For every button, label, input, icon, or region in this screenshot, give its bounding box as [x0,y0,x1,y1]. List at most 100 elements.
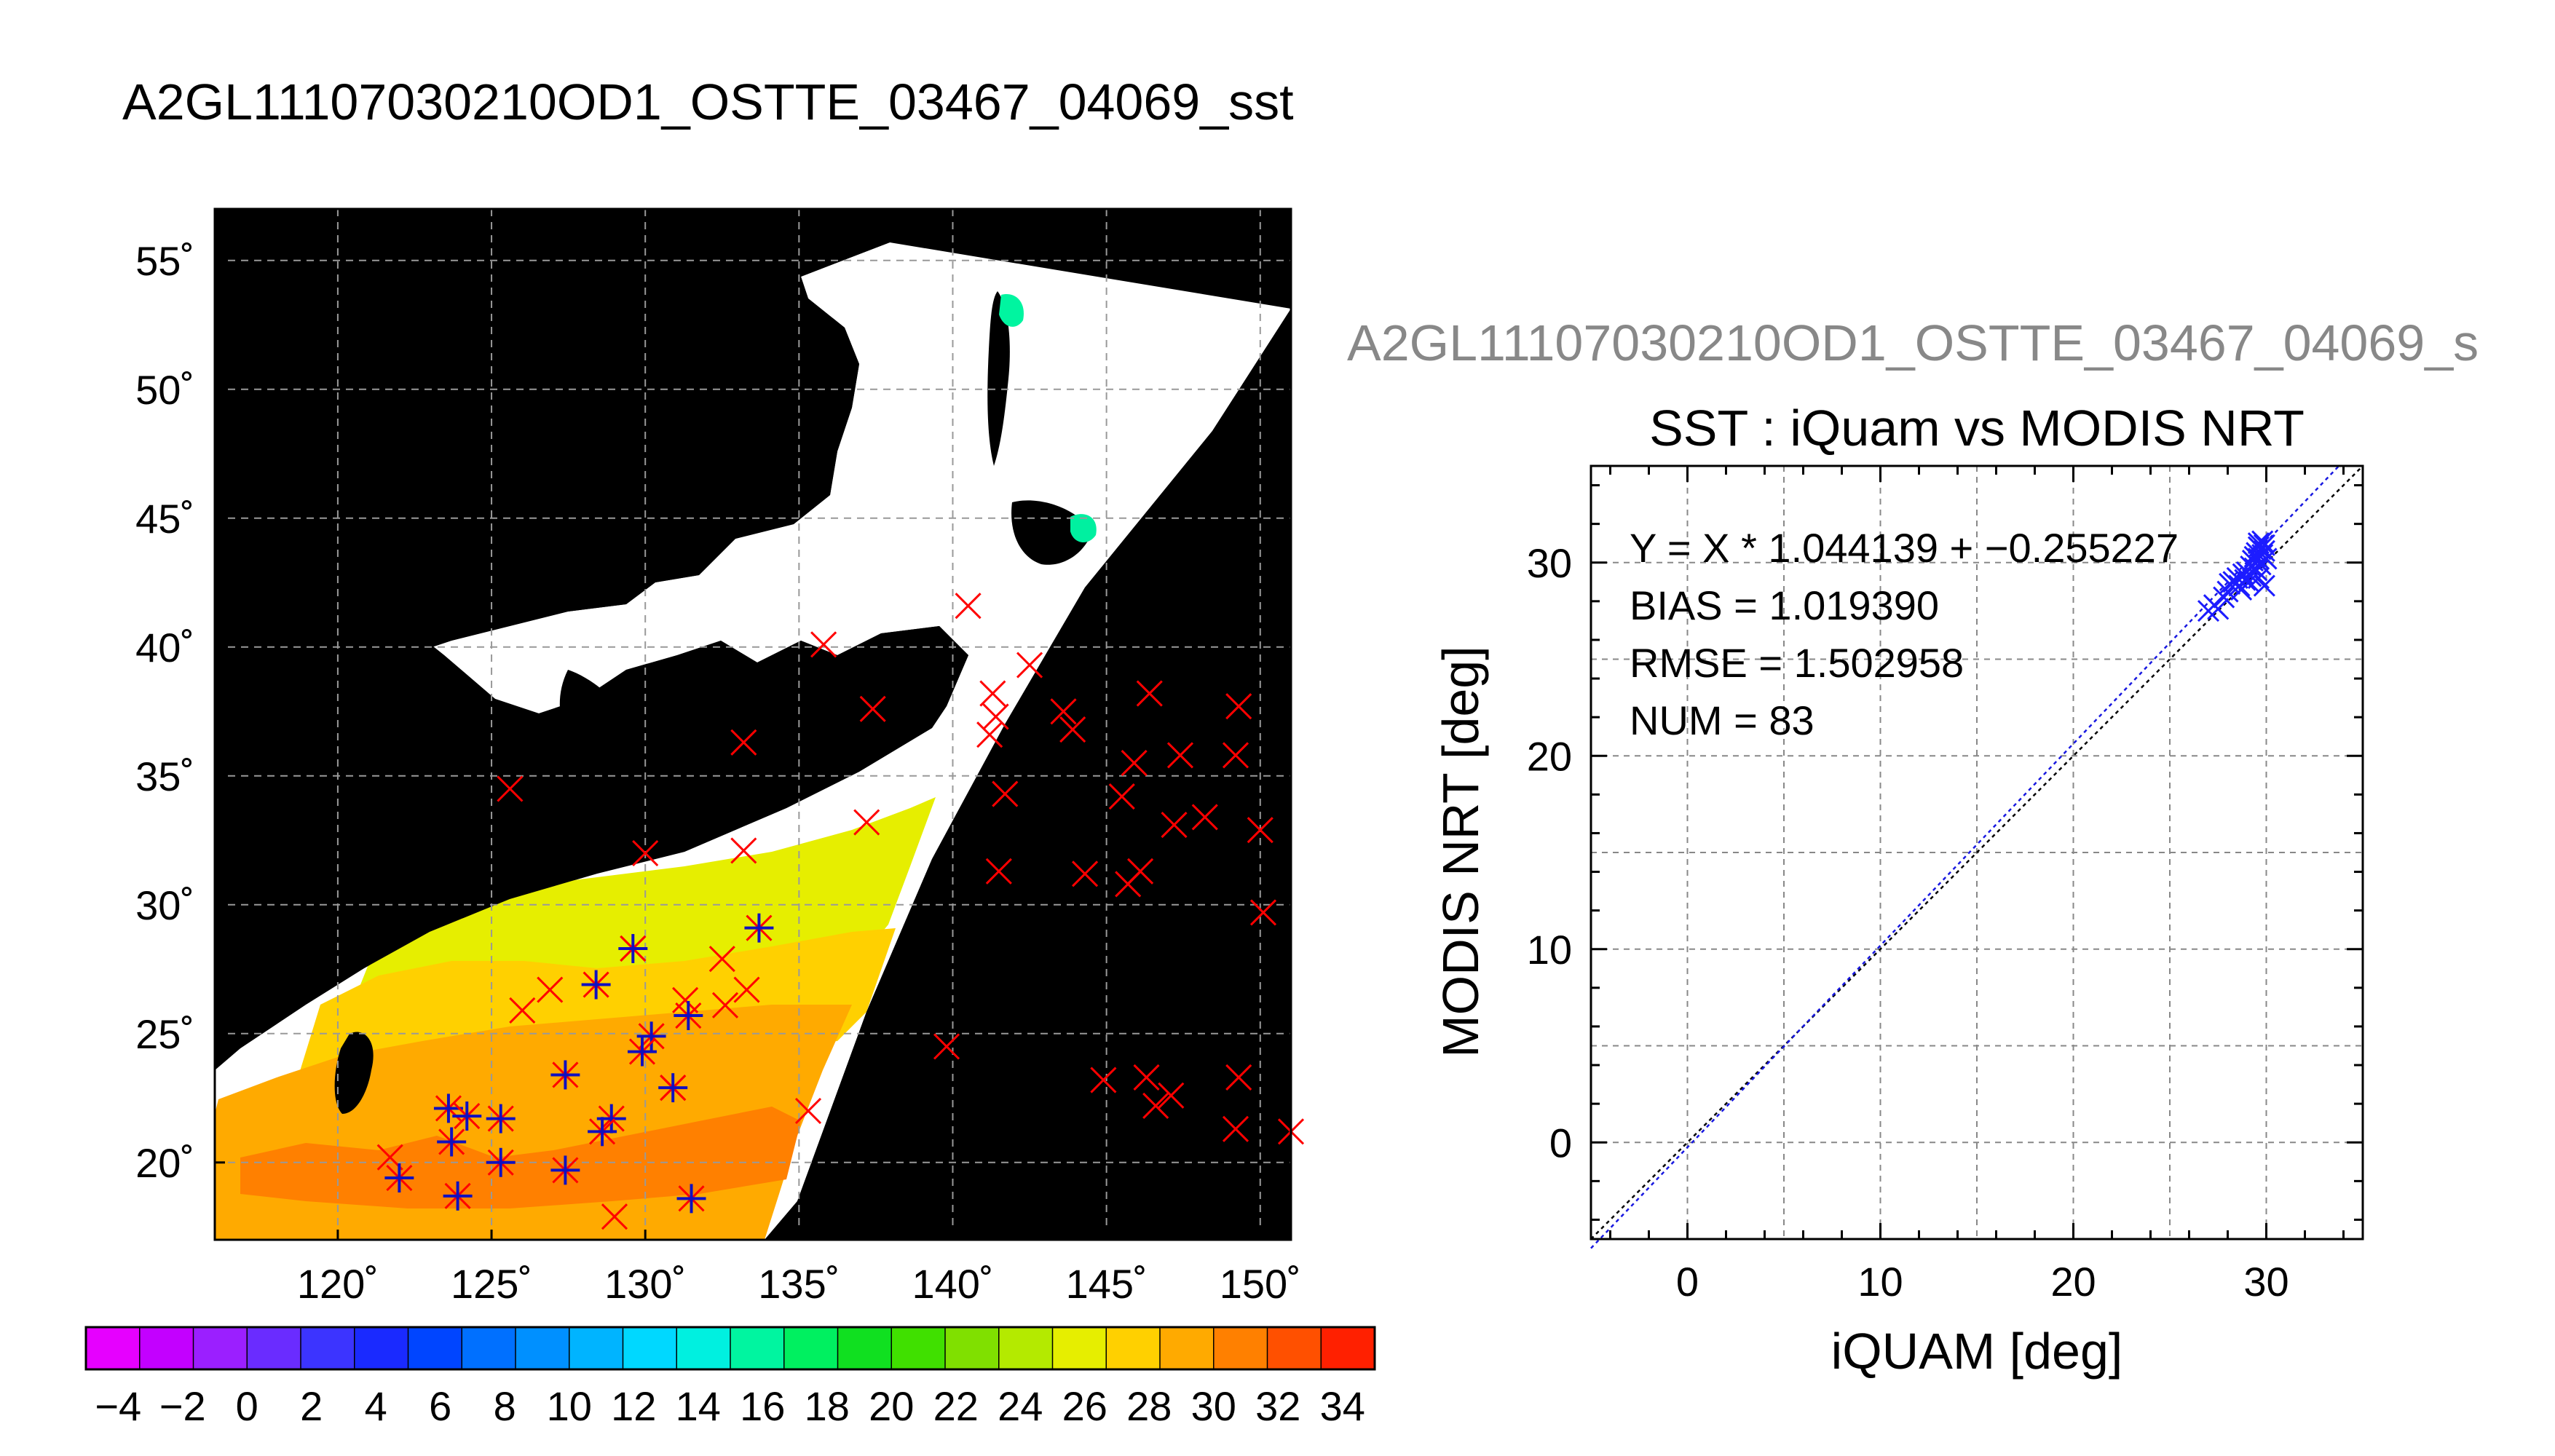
colorbar-tick-label: 2 [300,1383,323,1429]
buoy-marker [992,780,1019,807]
sst-green-patch-2 [999,294,1024,327]
buoy-marker-stroke [1136,680,1163,707]
scatter-point-stroke [2253,534,2275,556]
buoy-marker [1161,811,1188,839]
map-y-tick-label: 35˚ [135,753,194,799]
matched-buoy-marker [486,1147,516,1177]
buoy-marker [1247,817,1273,844]
scatter-x-tick-label: 10 [1857,1259,1903,1305]
scatter-point-stroke [2255,547,2278,570]
colorbar-frame [84,1326,1376,1371]
map-grid [215,209,1291,1240]
buoy-marker [810,631,837,658]
sst-deep-orange-patch [240,1107,801,1208]
map-markers [376,593,1305,1230]
identity-line [1590,465,2364,1240]
map-x-tick-label: 130˚ [604,1261,686,1307]
colorbar-cell [354,1327,408,1369]
colorbar-tick-label: 12 [611,1383,656,1429]
sakhalin-land [987,291,1010,466]
scatter-point [2251,530,2274,553]
matched-buoy-marker [384,1163,414,1193]
scatter-point-stroke [2243,557,2266,579]
colorbar-tick-label: 34 [1320,1383,1365,1429]
buoy-marker-stroke [730,837,757,864]
buoy-marker-stroke [1191,804,1218,831]
buoy-marker-stroke [1166,742,1194,769]
buoy-marker [733,976,760,1003]
map-y-tick-label: 55˚ [135,238,194,284]
scatter-point-stroke [2247,532,2270,555]
map-x-tick-label: 125˚ [451,1261,532,1307]
colorbar-tick-label: −2 [159,1383,206,1429]
buoy-marker-stroke [982,703,1009,730]
matched-buoy-marker [627,1037,657,1067]
buoy-marker [632,839,659,867]
colorbar-tick-label: 20 [869,1383,914,1429]
buoy-marker-stroke [992,780,1019,807]
scatter-point [2213,586,2235,609]
buoy-marker-stroke [1016,652,1043,678]
buoy-marker [730,729,757,756]
buoy-marker [1016,652,1043,678]
buoy-marker [1222,742,1249,769]
scatter-frame [1590,464,2364,1241]
matched-buoy-marker [550,1060,580,1090]
buoy-marker [1166,742,1194,769]
buoy-marker [1249,899,1277,926]
scatter-point [2247,536,2270,558]
buoy-marker-stroke [509,997,536,1024]
scatter-point [2253,574,2275,597]
buoy-marker-stroke [1059,716,1086,743]
colorbar-cell [462,1327,516,1369]
buoy-marker [982,703,1009,730]
buoy-marker [1222,1115,1249,1142]
buoy-marker-stroke [1142,1092,1169,1119]
buoy-marker-stroke [1121,750,1148,777]
buoy-marker [794,1097,822,1125]
buoy-marker [1225,1064,1252,1091]
colorbar: −4 −2 0 2 4 6 8 10 12 14 16 18 20 22 24 26 28 30 32 34 [84,1326,1376,1429]
buoy-marker-stroke [955,593,982,620]
buoy-marker-stroke [497,775,524,802]
buoy-marker [1072,860,1099,887]
colorbar-tick-label: 18 [805,1383,850,1429]
colorbar-cell [139,1327,194,1369]
buoy-marker [1059,716,1086,743]
buoy-marker-stroke [730,729,757,756]
scatter-point-stroke [2253,539,2275,562]
buoy-marker [985,858,1012,885]
colorbar-tick-label: 4 [365,1383,387,1429]
buoy-marker-stroke [1158,1082,1185,1109]
buoy-marker [1133,1064,1160,1091]
scatter-point-stroke [2226,566,2248,590]
fit-line [1590,465,2340,1249]
buoy-marker [1108,783,1135,810]
colorbar-cell [945,1327,1000,1369]
taiwan-land [334,1032,374,1114]
buoy-marker-stroke [1050,698,1077,725]
scatter-y-axis: 0 10 20 30 [1527,484,2363,1221]
colorbar-cell [1267,1327,1322,1369]
buoy-marker [537,976,564,1003]
scatter-y-tick-label: 10 [1527,927,1572,973]
matched-buoy-marker [676,1184,706,1214]
colorbar-cell [516,1327,570,1369]
colorbar-tick-label: 16 [740,1383,785,1429]
matched-buoy-marker [618,933,648,963]
buoy-marker [1090,1067,1117,1093]
colorbar-cell [783,1327,838,1369]
buoy-marker [711,992,739,1018]
buoy-marker [1225,693,1252,720]
colorbar-tick-label: 22 [933,1383,979,1429]
matched-buoy-marker [452,1101,482,1131]
scatter-x-tick-label: 0 [1676,1259,1699,1305]
buoy-marker [497,775,524,802]
colorbar-cell [1321,1327,1375,1369]
matched-buoy-marker [550,1155,580,1185]
scatter-point-stroke [2240,565,2262,587]
buoy-marker [1142,1092,1169,1119]
buoy-marker [509,997,536,1024]
buoy-marker [1191,804,1218,831]
